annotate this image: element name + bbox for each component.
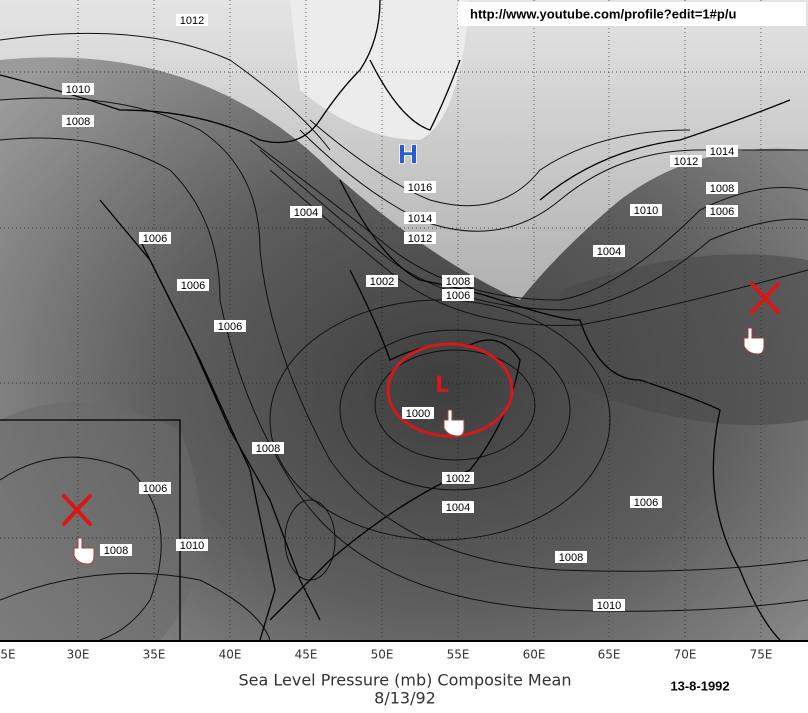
date-stamp: 13-8-1992 (670, 678, 729, 693)
contour-label-box (252, 442, 284, 454)
contour-label: 1008 (710, 183, 734, 195)
contour-label: 1006 (218, 321, 242, 333)
contour-label-box (139, 482, 171, 494)
axis-strip (0, 640, 808, 642)
contour-label-box (630, 204, 662, 216)
contour-label-box (442, 472, 474, 484)
longitude-label: 55E (447, 648, 470, 662)
coastlines (0, 0, 791, 641)
hand-icons (73, 327, 765, 565)
contour-label: 1006 (710, 206, 734, 218)
longitude-label: 5E (0, 648, 15, 662)
contour-label: 1002 (446, 473, 470, 485)
longitude-label: 30E (67, 648, 90, 662)
longitude-label: 75E (750, 648, 773, 662)
contour-label: 1004 (597, 246, 621, 258)
contour-label-box (706, 145, 738, 157)
contour-label-box (404, 212, 436, 224)
contour-label: 1012 (674, 156, 698, 168)
longitude-label: 35E (143, 648, 166, 662)
contour-label-box (630, 496, 662, 508)
low-marker: L (435, 373, 449, 398)
url-box (458, 2, 806, 26)
contour-label: 1008 (104, 545, 128, 557)
contour-label-box (593, 599, 625, 611)
contour-label: 1014 (408, 213, 432, 225)
longitude-label: 40E (219, 648, 242, 662)
low-east (560, 254, 808, 425)
contour-label: 1006 (446, 290, 470, 302)
longitude-label: 65E (598, 648, 621, 662)
contour-label-box (176, 14, 208, 26)
isobars (0, 32, 808, 641)
contour-label: 1012 (408, 233, 432, 245)
high-pressure-area (0, 0, 808, 300)
contour-label-box (706, 205, 738, 217)
contour-label: 1008 (446, 276, 470, 288)
contour-label: 1010 (597, 600, 621, 612)
contour-label-box (366, 275, 398, 287)
longitude-label: 50E (371, 648, 394, 662)
contour-label: 1006 (143, 233, 167, 245)
map-title: Sea Level Pressure (mb) Composite Mean (239, 671, 572, 690)
contour-label-box (177, 279, 209, 291)
contour-label: 1010 (634, 205, 658, 217)
contour-label-box (139, 232, 171, 244)
contour-label: 1008 (66, 116, 90, 128)
contour-label-box (290, 206, 322, 218)
contour-label-box (404, 232, 436, 244)
x-marker (62, 282, 780, 526)
contour-label: 1004 (446, 502, 470, 514)
contour-labels: 1012 1010 1008 1006 1006 1006 1004 1002 1016 1014… (62, 14, 738, 612)
low-circle (386, 342, 514, 438)
contour-label-box (442, 501, 474, 513)
contour-label: 1010 (66, 84, 90, 96)
contour-label: 1000 (406, 408, 430, 420)
contour-label-box (100, 544, 132, 556)
contour-label: 1012 (180, 15, 204, 27)
map-date: 8/13/92 (374, 689, 436, 708)
longitude-label: 70E (674, 648, 697, 662)
contour-label: 1006 (634, 497, 658, 509)
high-core (290, 0, 470, 140)
map-area (0, 0, 808, 641)
contour-label-box (442, 289, 474, 301)
high-marker: H (397, 141, 419, 171)
contour-label-box (62, 115, 94, 127)
contour-label-box (706, 182, 738, 194)
contour-label: 1014 (710, 146, 734, 158)
contour-label: 1006 (181, 280, 205, 292)
contour-label-box (62, 83, 94, 95)
contour-label-box (402, 407, 434, 419)
contour-label-box (555, 551, 587, 563)
contour-label-box (214, 320, 246, 332)
contour-label: 1002 (370, 276, 394, 288)
low-west (0, 402, 201, 640)
longitude-labels: 5E 30E 35E 40E 45E 50E 55E 60E 65E 70E 75E (0, 640, 808, 662)
contour-label: 1008 (256, 443, 280, 455)
contour-label-box (176, 539, 208, 551)
contour-label: 1004 (294, 207, 318, 219)
contour-label-box (404, 181, 436, 193)
contour-label-box (593, 245, 625, 257)
longitude-label: 45E (295, 648, 318, 662)
url-text: http://www.youtube.com/profile?edit=1#p/… (470, 6, 736, 21)
contour-label-box (670, 155, 702, 167)
longitude-label: 60E (523, 648, 546, 662)
contour-label: 1006 (143, 483, 167, 495)
contour-label-box (442, 275, 474, 287)
contour-label: 1016 (408, 182, 432, 194)
contour-label: 1010 (180, 540, 204, 552)
contour-label: 1008 (559, 552, 583, 564)
